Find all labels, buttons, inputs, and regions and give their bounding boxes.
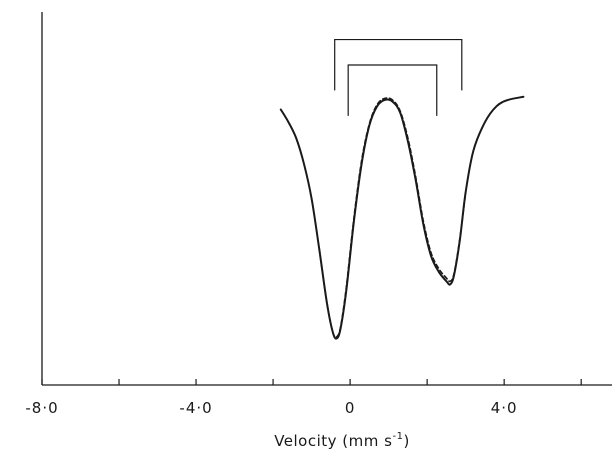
inner-bracket [347, 64, 438, 116]
x-tick-label: -4·0 [179, 399, 212, 417]
splitting-brackets [334, 38, 463, 116]
x-axis-label-superscript: -1 [392, 431, 403, 442]
x-tick-label: -8·0 [25, 399, 58, 417]
x-axis-label: Velocity (mm s-1) [274, 431, 410, 450]
x-tick-label: 4·0 [491, 399, 518, 417]
axes [41, 12, 612, 386]
x-tick-labels: -8·0 -4·0 0 4·0 [25, 399, 518, 417]
spectrum-curve-solid [279, 95, 525, 340]
spectrum-curves [279, 95, 525, 340]
fitted-curve-dashed [318, 97, 467, 339]
x-axis-label-close: ) [403, 432, 409, 450]
x-axis-label-main: Velocity (mm s [274, 432, 392, 450]
outer-bracket [334, 38, 463, 91]
x-tick-label: 0 [345, 399, 356, 417]
